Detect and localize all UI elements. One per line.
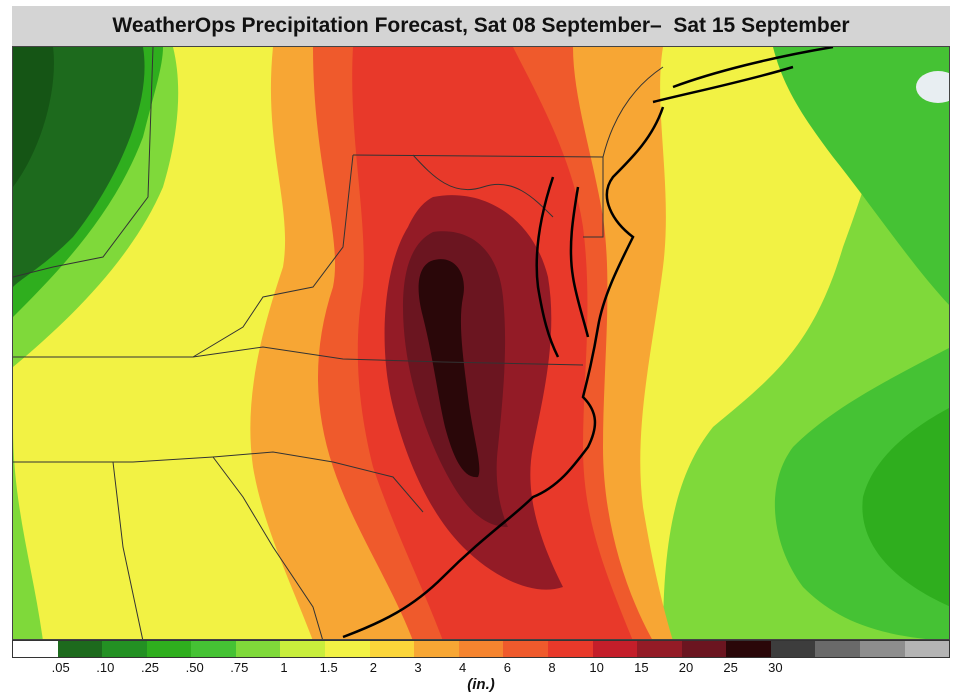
legend-tick-label: .05: [51, 660, 70, 675]
legend-tick-label: 20: [678, 660, 694, 675]
precipitation-map: [12, 46, 950, 640]
long-island-coast: [672, 47, 834, 89]
long-island-sound: [652, 65, 794, 104]
legend-swatch: [726, 641, 771, 657]
border-de: [583, 157, 604, 238]
legend: .05 .10 .25 .50 .75 1 1.5 2 3 4 6 8 10 15 20 25 30 (in.): [12, 640, 950, 696]
legend-swatch: [325, 641, 370, 657]
legend-tick-label: 15: [634, 660, 649, 675]
legend-swatch: [637, 641, 682, 657]
legend-swatch: [13, 641, 58, 657]
title-bar: WeatherOps Precipitation Forecast, Sat 0…: [12, 6, 950, 46]
chesapeake-west: [535, 176, 560, 358]
legend-tick-label: 1: [280, 660, 288, 675]
legend-swatch: [770, 641, 816, 657]
legend-color-bar: [12, 640, 950, 658]
legend-swatch: [191, 641, 236, 657]
legend-swatch: [458, 641, 504, 657]
legend-swatch: [503, 641, 548, 657]
border-ga-sc: [112, 461, 144, 639]
border-pa-md: [352, 154, 604, 158]
border-nc-sc: [13, 451, 424, 513]
legend-swatch: [369, 641, 415, 657]
legend-tick-label: 1.5: [319, 660, 338, 675]
legend-swatch: [815, 641, 860, 657]
legend-swatch: [280, 641, 326, 657]
near-black-core: [418, 259, 480, 478]
state-borders: [13, 47, 664, 639]
coastline-main: [342, 106, 665, 639]
legend-tick-label: 8: [548, 660, 556, 675]
legend-swatch: [414, 641, 459, 657]
green-region-ne: [773, 47, 949, 305]
map-canvas: [13, 47, 949, 639]
legend-tick-label: .25: [140, 660, 160, 675]
legend-swatch: [547, 641, 593, 657]
legend-tick-label: 2: [369, 660, 377, 675]
border-oh: [13, 47, 154, 278]
legend-tick-label: 4: [459, 660, 467, 675]
legend-swatch: [57, 641, 103, 657]
border-va-nc: [13, 346, 584, 366]
legend-tick-label: 25: [723, 660, 738, 675]
lake-ne: [916, 71, 949, 103]
border-va-md: [412, 154, 554, 218]
legend-tick-label: .75: [230, 660, 249, 675]
legend-swatch: [904, 641, 950, 657]
chesapeake-east: [569, 186, 590, 338]
legend-swatch: [235, 641, 281, 657]
legend-tick-label: .10: [96, 660, 115, 675]
legend-tick-labels: .05 .10 .25 .50 .75 1 1.5 2 3 4 6 8 10 15 20 25 30: [12, 660, 950, 678]
legend-tick-label: 6: [503, 660, 511, 675]
deep-green-region-offshore: [862, 408, 949, 607]
border-nj: [602, 66, 664, 158]
legend-swatch: [592, 641, 638, 657]
legend-tick-label: .50: [185, 660, 204, 675]
legend-swatch: [681, 641, 727, 657]
darker-green-region-nw: [13, 47, 54, 187]
map-title: WeatherOps Precipitation Forecast, Sat 0…: [112, 14, 850, 37]
border-wv: [192, 154, 354, 358]
legend-tick-label: 30: [768, 660, 783, 675]
border-sc-ga: [212, 456, 323, 639]
legend-units: (in.): [467, 676, 495, 693]
legend-tick-label: 10: [589, 660, 604, 675]
legend-tick-label: 3: [414, 660, 422, 675]
legend-swatch: [859, 641, 905, 657]
legend-swatch: [146, 641, 192, 657]
coastline: [342, 47, 834, 639]
legend-swatch: [102, 641, 147, 657]
